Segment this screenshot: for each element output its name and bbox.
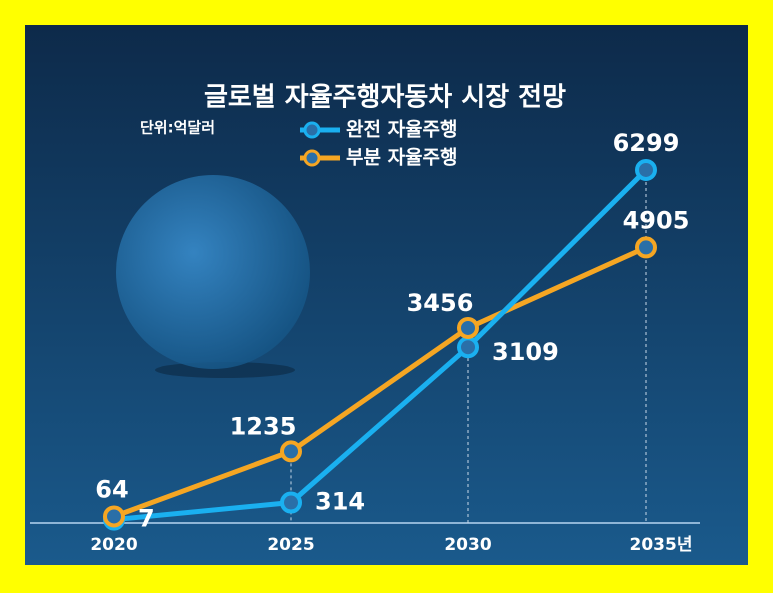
x-tick-label: 2020 [90,535,137,555]
series-line [113,245,648,519]
legend-marker [303,121,321,139]
x-tick-label: 2025 [267,535,314,555]
legend-label: 완전 자율주행 [346,119,458,141]
data-point [280,440,302,463]
data-label: 7 [138,505,155,533]
data-label: 3109 [492,338,559,366]
data-point [635,236,657,259]
data-label: 314 [315,488,365,516]
data-point [280,491,302,514]
unit-label: 단위:억달러 [140,119,215,137]
globe [116,175,310,369]
legend-marker [303,149,321,167]
series-line [113,168,648,523]
data-label: 6299 [613,129,680,157]
data-point [103,505,125,528]
data-point [457,336,479,359]
data-point [457,316,479,339]
legend-label: 부분 자율주행 [346,147,458,169]
data-label: 4905 [623,206,690,234]
x-tick-label: 2030 [444,535,491,555]
data-point [635,158,657,181]
x-tick-label: 2035년 [630,535,693,555]
data-label: 1235 [230,412,297,440]
data-label: 3456 [407,289,474,317]
data-label: 64 [95,475,128,503]
chart-title: 글로벌 자율주행자동차 시장 전망 [204,83,566,113]
